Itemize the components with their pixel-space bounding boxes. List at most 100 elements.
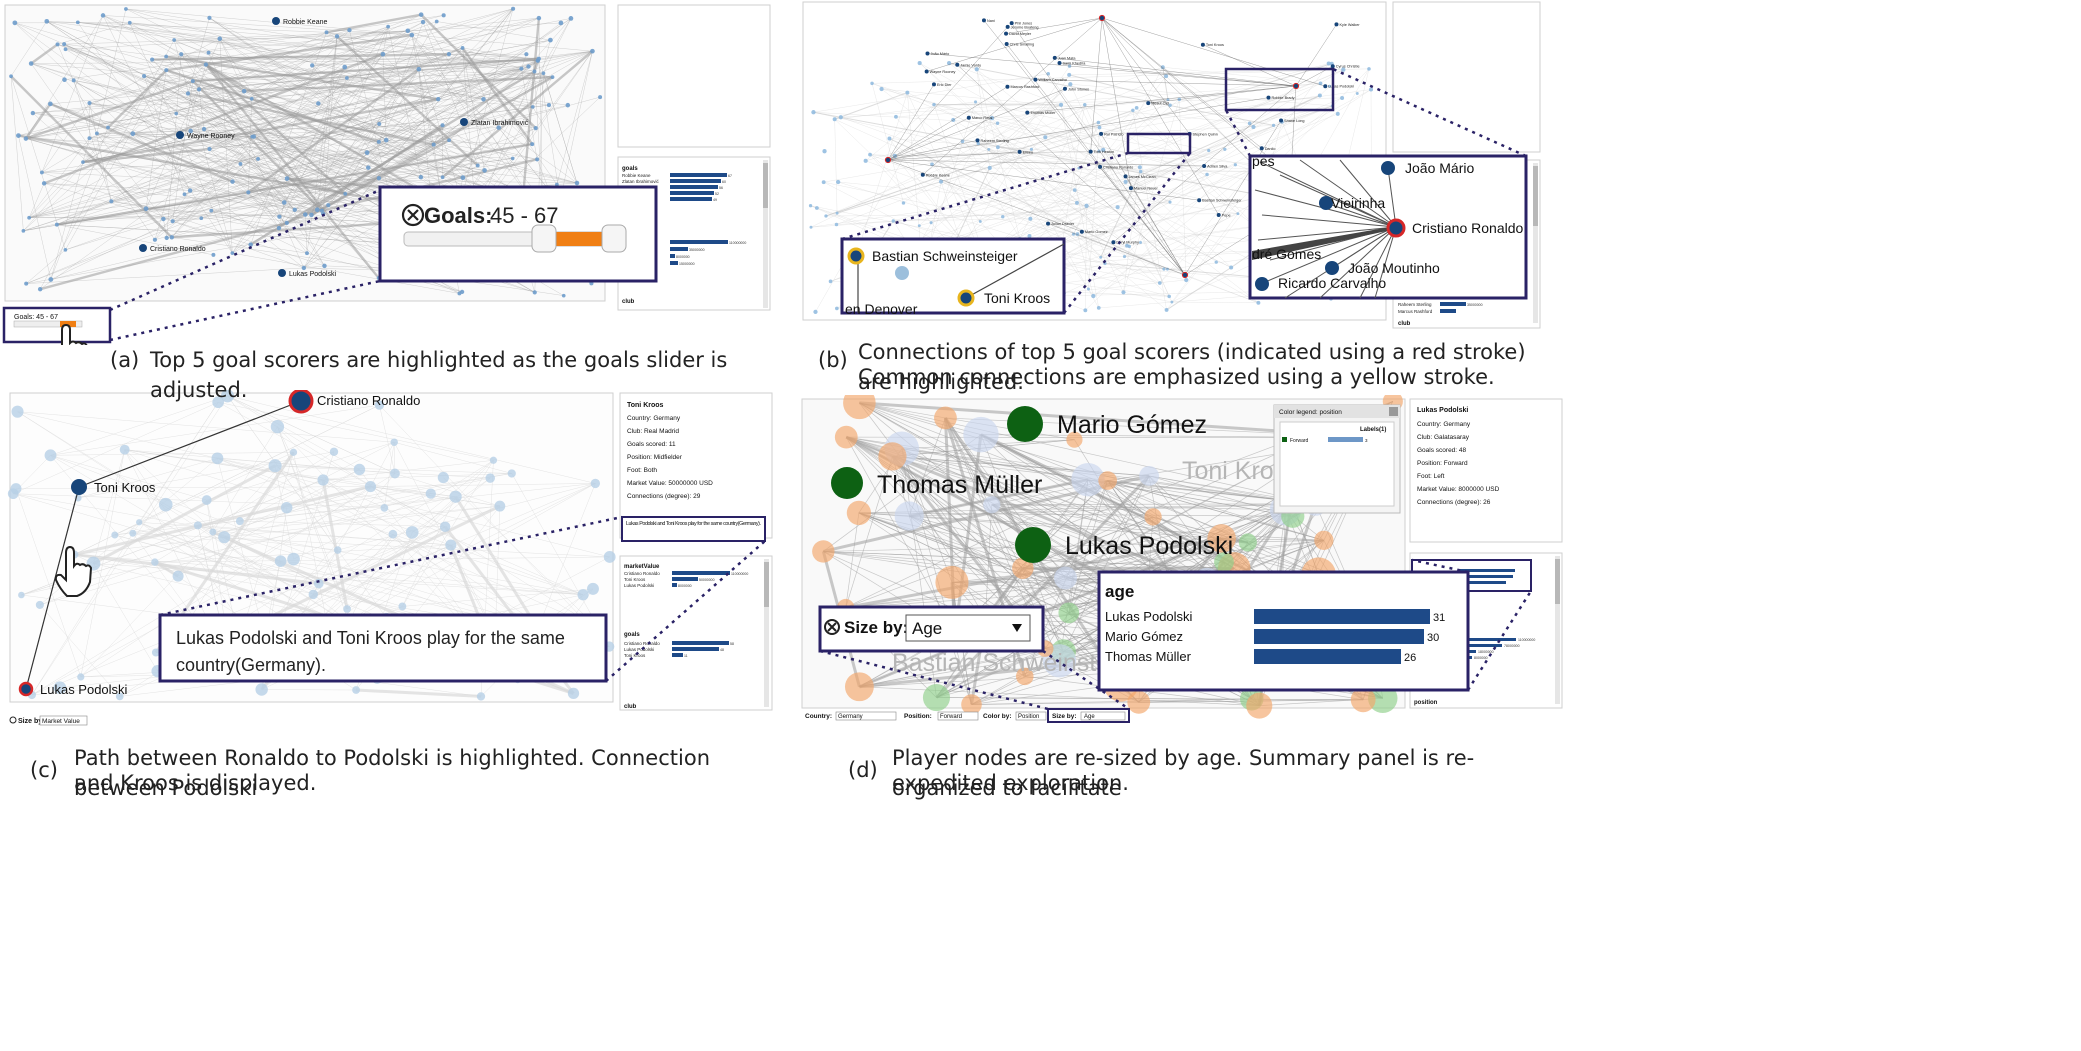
node-c-ronaldo[interactable] [288,390,314,414]
summary-b-bar-1[interactable] [1440,309,1456,313]
node-b[interactable] [1004,42,1009,47]
node-b[interactable] [1057,61,1062,66]
node-b[interactable] [1046,221,1051,226]
node-b[interactable] [1005,84,1010,89]
summary-scrollbar-a[interactable] [763,160,768,308]
goals-slider-small[interactable]: Goals: 45 - 67 [2,306,112,344]
node-b[interactable] [1111,240,1116,245]
node-b[interactable] [1017,149,1022,154]
node-b[interactable] [1052,55,1057,60]
color-select[interactable] [1015,711,1047,721]
country-select[interactable] [835,711,897,721]
slider-handle-right[interactable] [601,224,627,253]
goals-slider-zoom[interactable]: Goals: 45 - 67 [378,185,658,283]
top-scorer-node[interactable] [1292,82,1300,90]
size-by-select-c[interactable] [39,715,88,726]
goal-bar-2[interactable] [670,185,718,189]
node-b[interactable] [955,62,960,67]
size-by-control-c[interactable]: Size by: Market Value [9,715,88,726]
node-b[interactable] [975,138,980,143]
node [824,214,828,218]
node-b[interactable] [1334,22,1339,27]
node-b[interactable] [1279,118,1284,123]
node-b[interactable] [1259,146,1264,151]
mv-c-bar-1[interactable] [672,577,698,581]
node-wayne-rooney[interactable] [176,131,184,139]
node-b[interactable] [924,69,929,74]
node-b[interactable] [1200,42,1205,47]
node-b[interactable] [1146,101,1151,106]
age-bar-1[interactable] [1254,629,1424,644]
mv-c-bar-0[interactable] [672,571,730,575]
node-b[interactable] [966,115,971,120]
node-podolski[interactable] [278,269,286,277]
size-by-zoom[interactable]: Size by: Age [818,605,1045,653]
node-b[interactable] [931,82,936,87]
goal-bar-0[interactable] [670,173,727,177]
node-b[interactable] [1128,186,1133,191]
node-b[interactable] [1197,198,1202,203]
slider-handle-left[interactable] [531,224,557,253]
close-icon[interactable] [401,203,425,227]
network-c[interactable] [7,390,616,701]
node-b[interactable] [1266,95,1271,100]
goals-c-bar-0[interactable] [672,641,729,645]
node-b[interactable] [1323,84,1328,89]
goals-c-bar-1[interactable] [672,647,719,651]
top-scorer-node[interactable] [1181,271,1189,279]
size-by-close-icon[interactable] [824,619,840,635]
node-b[interactable] [1098,164,1103,169]
color-legend[interactable]: Color legend: position Labels(1) Forward… [1273,404,1401,514]
node-b[interactable] [1062,86,1067,91]
top-scorer-node[interactable] [884,156,892,164]
highlighted-nodes-a: Robbie Keane Wayne Rooney Zlatan Ibrahim… [139,17,529,278]
age-bar-0[interactable] [1254,609,1430,624]
goal-bar-4[interactable] [670,197,712,201]
goals-c-bar-2[interactable] [672,653,683,657]
size-by-zoom-select[interactable] [905,614,1031,642]
node-b[interactable] [1099,131,1104,136]
mv-bar-2[interactable] [670,254,675,258]
node-c-podolski[interactable] [18,681,34,697]
node-ronaldo[interactable] [139,244,147,252]
node-robbie-keane[interactable] [272,17,280,25]
node-b[interactable] [1009,21,1014,26]
node-b[interactable] [1004,31,1009,36]
node-b[interactable] [1216,212,1221,217]
age-bar-2[interactable] [1254,649,1401,664]
node-b[interactable] [1202,163,1207,168]
summary-d-bar-0[interactable] [1468,638,1516,641]
node-d-podolski[interactable] [1015,527,1051,563]
summary-d-bar-2[interactable] [1468,650,1476,653]
mv-bar-3[interactable] [670,261,678,265]
node-b[interactable] [981,18,986,23]
node-c-kroos[interactable] [71,479,87,495]
node-d-gomez[interactable] [1007,406,1043,442]
node-b[interactable] [1033,77,1038,82]
position-select[interactable] [937,711,979,721]
edge [26,267,304,284]
mv-bar-0[interactable] [670,240,728,244]
node-d-muller[interactable] [831,467,863,499]
mv-c-bar-2[interactable] [672,583,677,587]
node-b[interactable] [1088,149,1093,154]
node-b[interactable] [1005,24,1010,29]
top-scorer-node[interactable] [1098,14,1106,22]
summary-d-bar-3[interactable] [1468,656,1472,659]
mv-bar-1[interactable] [670,247,688,251]
summary-d-bar-1[interactable] [1468,644,1502,647]
size-select[interactable] [1080,711,1126,721]
node-b[interactable] [1079,229,1084,234]
goal-bar-3[interactable] [670,191,714,195]
node-b[interactable] [1025,110,1030,115]
node-b[interactable] [925,51,930,56]
node-b[interactable] [920,172,925,177]
node-zlatan[interactable] [460,118,468,126]
legend-bar[interactable] [1328,437,1363,442]
node-b[interactable] [1123,174,1128,179]
legend-close-icon[interactable] [1389,407,1398,416]
edge [422,22,478,166]
node-b[interactable] [1330,64,1335,69]
summary-b-bar-0[interactable] [1440,302,1466,306]
goal-bar-1[interactable] [670,179,721,183]
